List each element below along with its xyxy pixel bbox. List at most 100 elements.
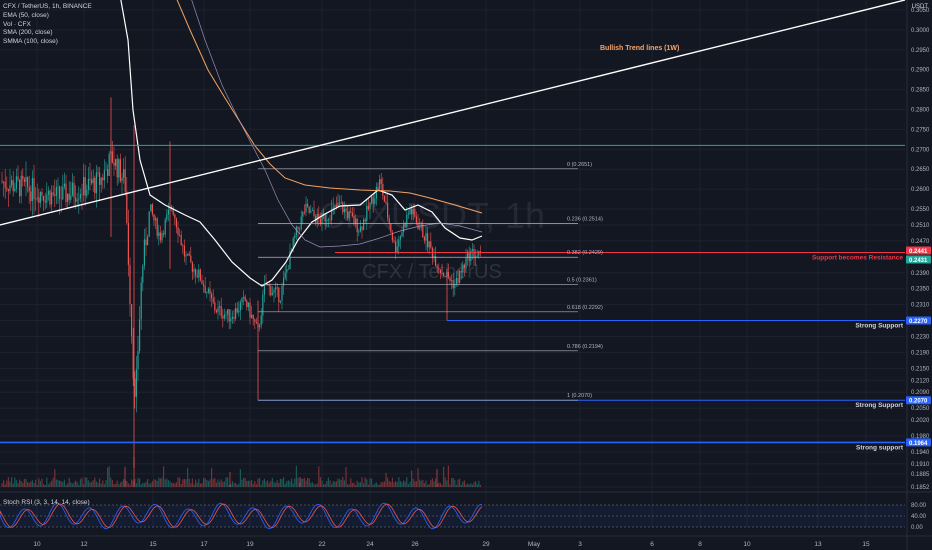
volume-bar [219,481,221,487]
volume-bar [294,478,296,487]
candle-body [41,192,43,196]
candle-body [31,178,33,202]
price-tick-label: 0.2230 [911,334,930,340]
watermark-ticker: CFXUSDT, 1h [319,195,545,236]
legend-volume[interactable]: Vol · CFX [3,20,31,28]
volume-bar [286,481,288,487]
candle-body [411,208,413,215]
volume-bar [257,478,259,487]
candle-body [303,211,305,213]
oscillator-label[interactable]: Stoch RSI (3, 3, 14, 14, close) [3,499,90,506]
volume-bar [249,480,251,487]
time-tick-label: 15 [862,541,870,548]
candle-body [319,218,321,225]
volume-bar [404,481,406,487]
candle-body [476,255,478,257]
candle-body [52,192,54,195]
volume-bar [452,478,454,487]
candle-body [457,277,459,283]
volume-bar [299,477,301,487]
price-tick-label: 0.2350 [911,287,930,293]
volume-bar [111,479,113,487]
volume-bar [345,467,347,487]
candle-body [393,240,395,242]
candle-body [419,227,421,229]
volume-bar [305,480,307,487]
volume-bar [415,481,417,487]
volume-bar [20,481,22,487]
candle-body [151,204,153,215]
candle-body [215,310,217,313]
candle-body [209,288,211,294]
candle-body [84,177,86,196]
volume-bar [25,479,27,487]
candle-body [230,318,232,322]
volume-bar [476,484,478,487]
volume-bar [59,480,61,487]
candle-body [379,179,381,189]
candle-body [211,293,213,299]
volume-bar [438,482,440,487]
volume-bar [84,477,86,487]
price-tick-label: 0.2600 [911,187,930,193]
candle-body [371,196,373,203]
volume-bar [473,482,475,487]
volume-bar [63,479,65,487]
candle-body [267,284,269,286]
candle-body [339,202,341,204]
volume-bar [401,482,403,487]
candle-body [30,191,32,202]
candle-body [14,188,16,192]
candle-body [350,211,352,213]
candle-body [327,219,329,221]
volume-bar [17,483,19,487]
volume-bar [283,477,285,487]
rsi-axis-label: 80.00 [911,503,927,509]
candle-body [321,213,323,225]
price-tick-label: 0.2190 [911,350,930,356]
price-label-text: 0.2270 [909,319,928,325]
volume-bar [67,483,69,487]
price-tick-label: 0.1940 [911,450,930,456]
watermark-name: CFX / TetherUS [362,261,502,283]
volume-bar [115,484,117,487]
volume-bar [161,477,163,487]
volume-bar [324,483,326,487]
volume-bar [279,478,281,487]
price-tick-label: 0.2550 [911,207,930,213]
volume-bar [414,481,416,487]
volume-bar [375,482,377,487]
candle-body [345,208,347,212]
legend-symbol[interactable]: CFX / TetherUS, 1h, BINANCE [3,3,92,10]
volume-bar [430,480,432,487]
time-tick-label: 17 [200,541,208,548]
legend-smma[interactable]: SMMA (100, close) [3,38,58,46]
volume-bar [71,483,73,487]
trendline: Bullish Trend lines (1W) [0,0,906,226]
candle-body [164,219,166,235]
volume-bar [92,480,94,487]
volume-bar [209,479,211,487]
candle-body [139,319,141,352]
volume-bar [62,482,64,487]
volume-bar [364,477,366,487]
candle-body [262,294,264,316]
candle-body [35,198,37,200]
candle-body [219,306,221,308]
candle-body [366,205,368,222]
candle-body [435,256,437,267]
volume-bar [73,482,75,487]
candle-body [372,196,374,204]
candle-body [60,198,62,200]
volume-bar [94,477,96,487]
candle-body [217,307,219,313]
legend-sma[interactable]: SMA (200, close) [3,29,53,37]
price-tick-label: 0.3000 [911,28,930,34]
legend-ema[interactable]: EMA (50, close) [3,11,49,19]
candle-body [62,186,64,200]
volume-bar [444,477,446,487]
volume-bar [382,482,384,487]
candle-body [471,249,473,251]
level-label: Strong Support [855,402,903,409]
